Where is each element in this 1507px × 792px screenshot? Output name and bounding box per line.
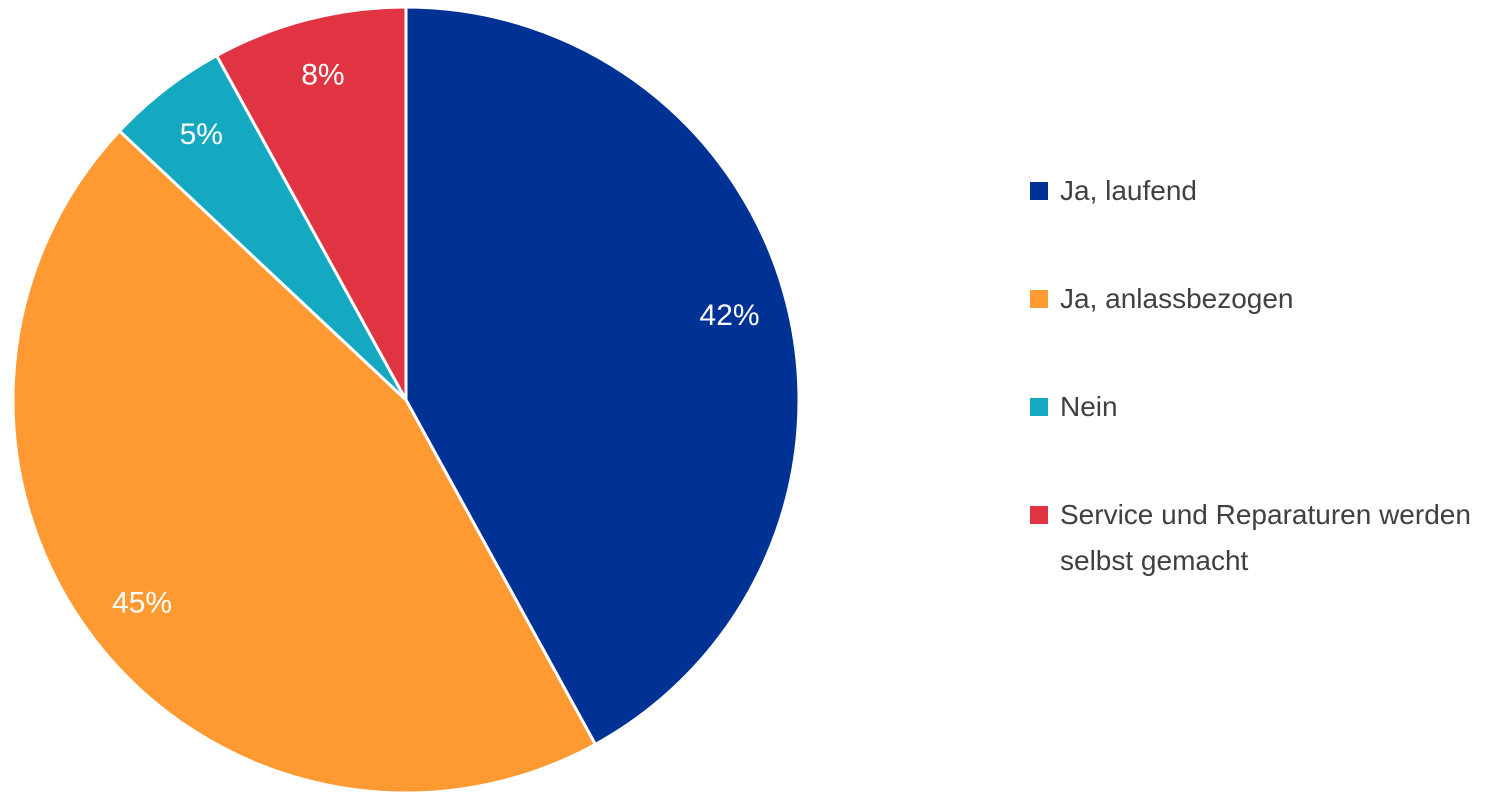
legend-item: Service und Reparaturen werden selbst ge… bbox=[1030, 492, 1490, 584]
legend-label: Nein bbox=[1060, 391, 1118, 422]
data-label: 8% bbox=[301, 58, 344, 91]
legend-label: Service und Reparaturen werden selbst ge… bbox=[1060, 499, 1471, 576]
data-label: 45% bbox=[112, 587, 172, 620]
pie-slice bbox=[214, 5, 408, 401]
legend-item: Nein bbox=[1030, 384, 1490, 430]
legend-swatch bbox=[1030, 398, 1048, 416]
pie-slice bbox=[404, 5, 801, 747]
data-label: 42% bbox=[700, 299, 760, 332]
legend-swatch bbox=[1030, 506, 1048, 524]
legend-label: Ja, anlassbezogen bbox=[1060, 283, 1294, 314]
legend-label: Ja, laufend bbox=[1060, 175, 1197, 206]
legend-swatch bbox=[1030, 182, 1048, 200]
legend-item: Ja, anlassbezogen bbox=[1030, 276, 1490, 322]
legend-item: Ja, laufend bbox=[1030, 168, 1490, 214]
legend-swatch bbox=[1030, 290, 1048, 308]
legend: Ja, laufend Ja, anlassbezogen Nein Service … bbox=[1030, 168, 1490, 584]
data-label: 5% bbox=[180, 118, 223, 151]
pie-area: 42% 45% 5% 8% bbox=[11, 5, 801, 792]
